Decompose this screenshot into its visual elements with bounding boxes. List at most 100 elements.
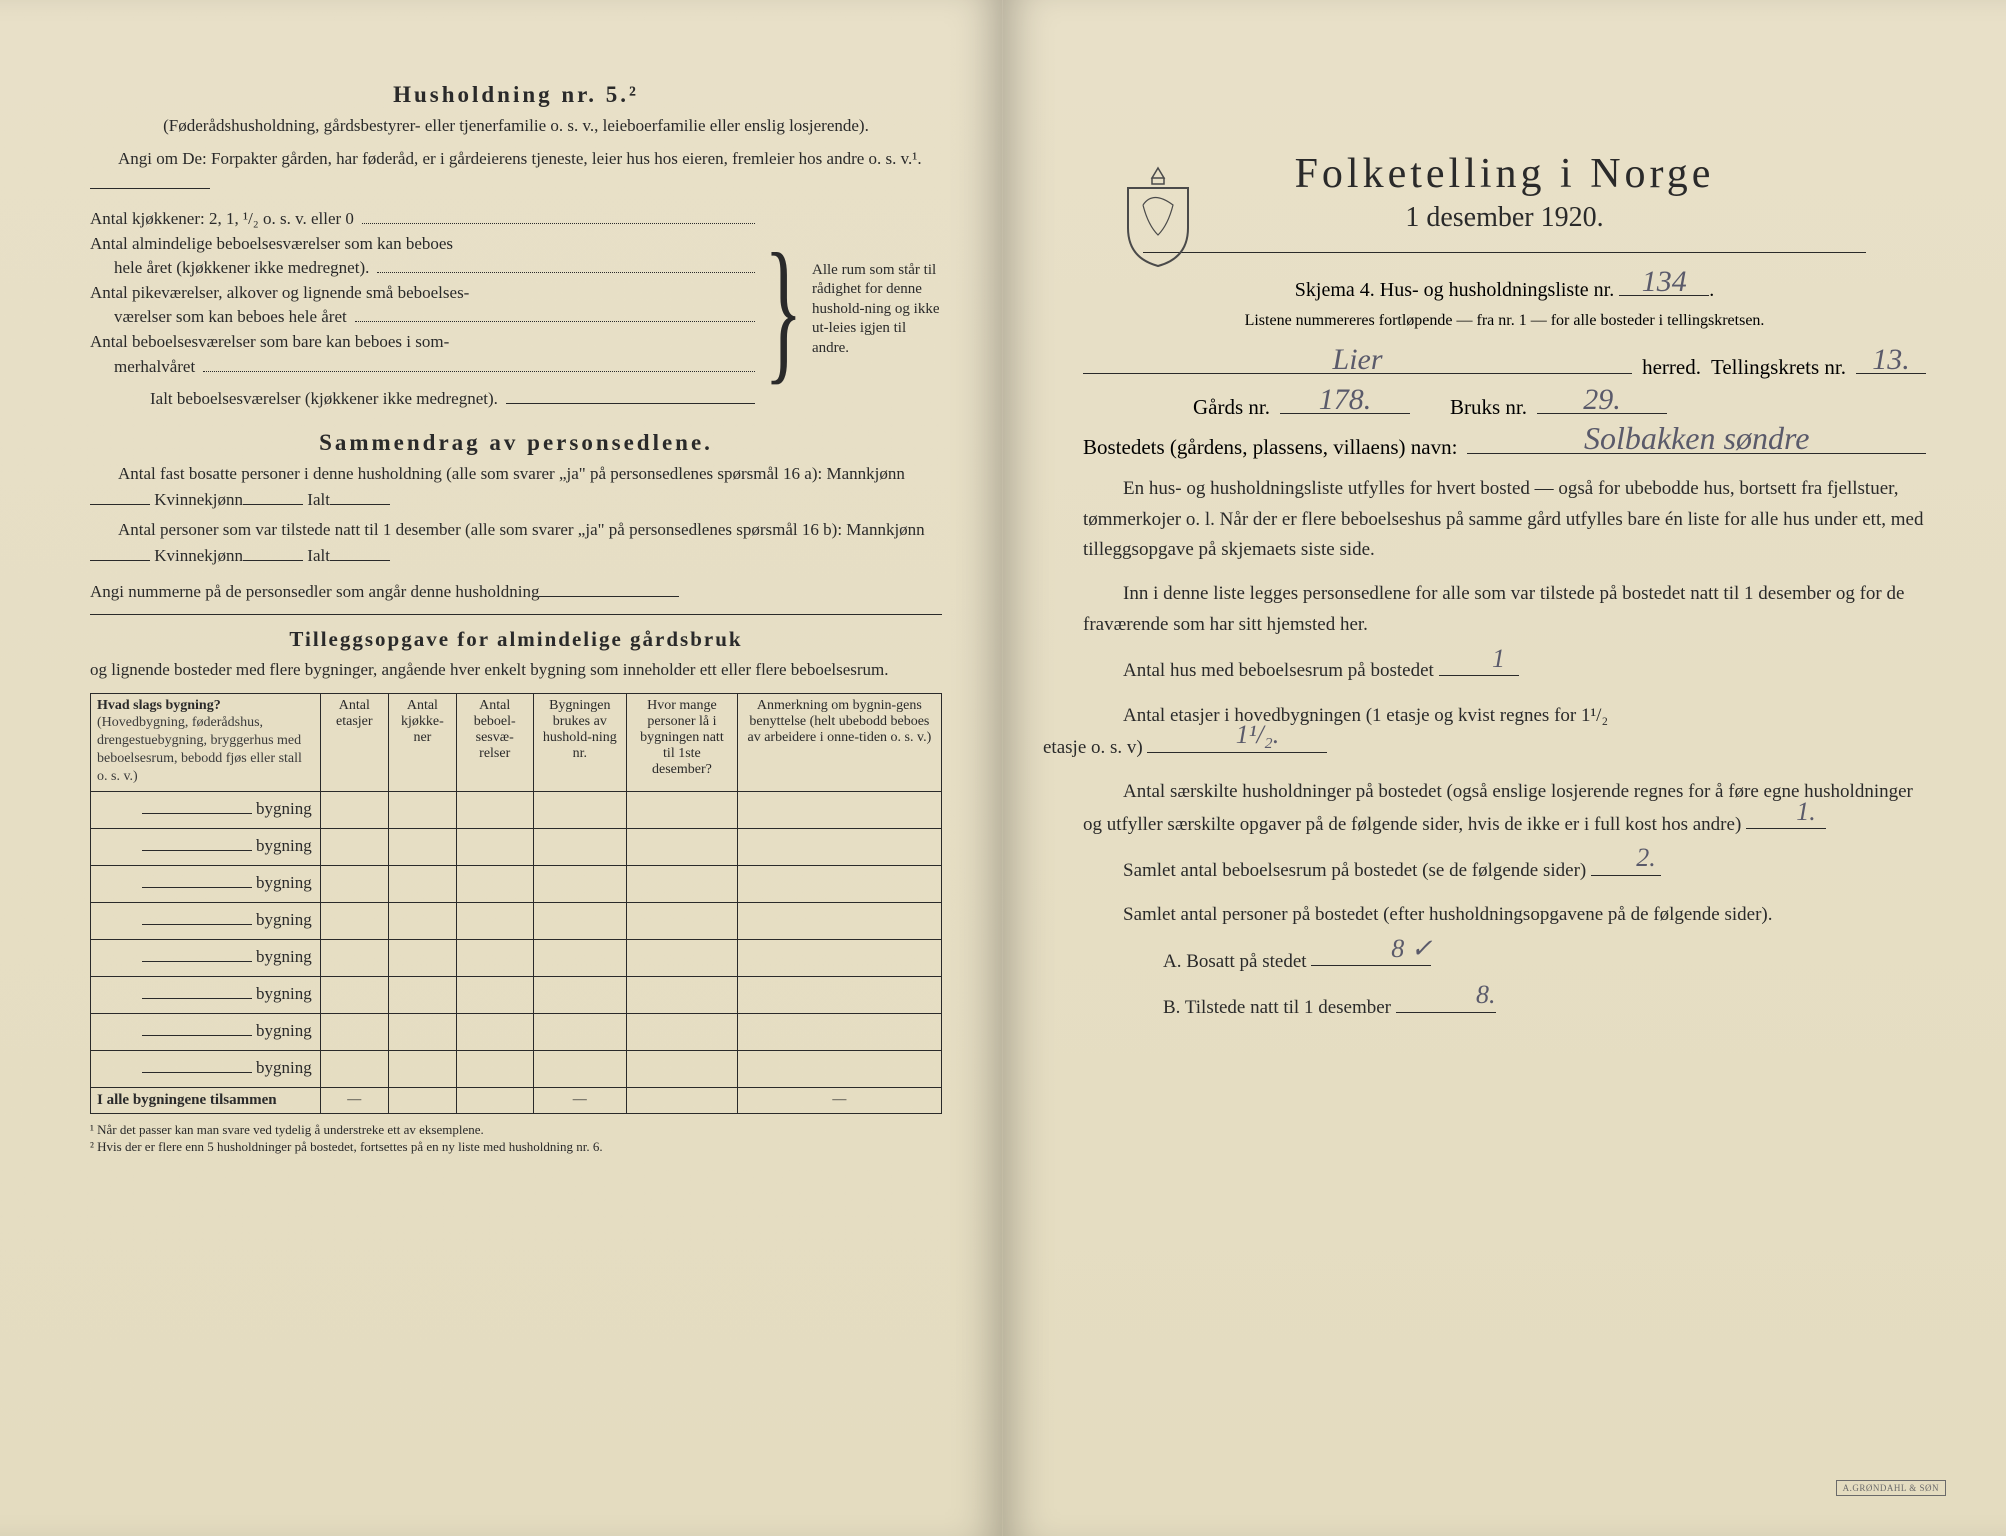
row6-label: bygning (256, 984, 312, 1003)
bosted-row: Bostedets (gårdens, plassens, villaens) … (1083, 430, 1926, 460)
building-table: Hvad slags bygning? (Hovedbygning, føder… (90, 693, 942, 1114)
sammendrag-title: Sammendrag av personsedlene. (90, 430, 942, 456)
qA-val: 8 ✓ (1311, 928, 1431, 970)
brace-text: Alle rum som står til rådighet for denne… (812, 261, 942, 359)
tillegg-sub: og lignende bosteder med flere bygninger… (90, 658, 942, 683)
s1-span: Antal fast bosatte personer i denne hush… (118, 464, 822, 483)
footnotes: ¹ Når det passer kan man svare ved tydel… (90, 1122, 942, 1156)
coat-of-arms-icon (1113, 160, 1203, 270)
s-kk2: Kvinnekjønn (154, 546, 243, 565)
q5-label: Samlet antal personer på bostedet (efter… (1083, 900, 1926, 930)
qB-val: 8. (1396, 974, 1496, 1016)
herred-lbl: herred. (1642, 355, 1701, 380)
bosted-val: Solbakken søndre (1467, 420, 1926, 457)
document-spread: Husholdning nr. 5.² (Føderådshusholdning… (0, 0, 2006, 1536)
th7: Anmerkning om bygnin-gens benyttelse (he… (737, 693, 941, 791)
rooms-l1: Antal kjøkkener: 2, 1, ¹/₂ o. s. v. elle… (90, 207, 354, 232)
krets-lbl: Tellingskrets nr. (1711, 355, 1846, 380)
th5: Bygningen brukes av hushold-ning nr. (533, 693, 627, 791)
rooms-l2a: Antal almindelige beboelsesværelser som … (90, 232, 755, 257)
rooms-l3b: værelser som kan beboes hele året (114, 305, 347, 330)
herred-val: Lier (1083, 343, 1632, 377)
th6: Hvor mange personer lå i bygningen natt … (627, 693, 738, 791)
bruk-lbl: Bruks nr. (1450, 395, 1527, 420)
gard-val: 178. (1280, 383, 1410, 417)
angi-span: Angi om De: Forpakter gården, har føderå… (118, 149, 922, 168)
s-mk: Mannkjønn (826, 464, 904, 483)
brace-icon: } (764, 241, 802, 377)
bruk-val: 29. (1537, 383, 1667, 417)
s1-text: Antal fast bosatte personer i denne hush… (90, 462, 942, 512)
th2: Antal etasjer (320, 693, 388, 791)
right-page: Folketelling i Norge 1 desember 1920. Sk… (1003, 0, 2006, 1536)
s-mk2: Mannkjønn (846, 520, 924, 539)
fn2: ² Hvis der er flere enn 5 husholdninger … (90, 1139, 942, 1156)
th1-b: Hvad slags bygning? (97, 698, 221, 713)
qB-label: B. Tilstede natt til 1 desember (1163, 997, 1391, 1018)
q4-row: Samlet antal beboelsesrum på bostedet (s… (1083, 854, 1926, 886)
para2: Inn i denne liste legges personsedlene f… (1083, 579, 1926, 640)
s2-span: Antal personer som var tilstede natt til… (118, 520, 842, 539)
rooms-l4b: merhalvåret (114, 355, 195, 380)
right-header: Folketelling i Norge 1 desember 1920. Sk… (1083, 150, 1926, 330)
census-title: Folketelling i Norge (1083, 150, 1926, 198)
left-page: Husholdning nr. 5.² (Føderådshusholdning… (0, 0, 1003, 1536)
q3-val: 1. (1746, 791, 1826, 833)
q1-val: 1 (1439, 638, 1519, 680)
tillegg-title: Tilleggsopgave for almindelige gårdsbruk (90, 627, 942, 652)
s-ialt: Ialt (307, 490, 330, 509)
listene-text: Listene nummereres fortløpende — fra nr.… (1083, 312, 1926, 330)
krets-val: 13. (1856, 343, 1926, 377)
q4-label: Samlet antal beboelsesrum på bostedet (s… (1123, 860, 1586, 881)
q4-val: 2. (1591, 837, 1661, 879)
angi-blank (90, 171, 210, 189)
th1-sub: (Hovedbygning, føderådshus, drengestueby… (97, 715, 302, 785)
row5-label: bygning (256, 947, 312, 966)
q1-row: Antal hus med beboelsesrum på bostedet 1 (1083, 654, 1926, 686)
qB-row: B. Tilstede natt til 1 desember 8. (1083, 991, 1926, 1023)
skjema-row: Skjema 4. Hus- og husholdningsliste nr. … (1083, 273, 1926, 302)
s3-span: Angi nummerne på de personsedler som ang… (90, 582, 539, 601)
row8-label: bygning (256, 1058, 312, 1077)
census-date: 1 desember 1920. (1083, 202, 1926, 234)
printer-stamp: A.GRØNDAHL & SØN (1836, 1480, 1946, 1496)
bosted-lbl: Bostedets (gårdens, plassens, villaens) … (1083, 435, 1457, 460)
household5-sub: (Føderådshusholdning, gårdsbestyrer- ell… (90, 114, 942, 139)
q1-label: Antal hus med beboelsesrum på bostedet (1123, 660, 1434, 681)
building-tbody: bygning bygning bygning bygning bygning … (91, 791, 942, 1113)
rooms-group: Antal kjøkkener: 2, 1, ¹/₂ o. s. v. elle… (90, 207, 942, 412)
skjema-label: Skjema 4. Hus- og husholdningsliste nr. (1295, 279, 1614, 301)
table-footer: I alle bygningene tilsammen (91, 1087, 321, 1113)
rooms-l3a: Antal pikeværelser, alkover og lignende … (90, 281, 755, 306)
s-kk: Kvinnekjønn (154, 490, 243, 509)
th1: Hvad slags bygning? (Hovedbygning, føder… (91, 693, 321, 791)
divider (90, 614, 942, 615)
skjema-nr: 134 (1619, 265, 1709, 299)
angi-text: Angi om De: Forpakter gården, har føderå… (90, 147, 942, 197)
household5-title: Husholdning nr. 5.² (90, 82, 942, 108)
row4-label: bygning (256, 910, 312, 929)
rooms-list: Antal kjøkkener: 2, 1, ¹/₂ o. s. v. elle… (90, 207, 755, 412)
rooms-l2b: hele året (kjøkkener ikke medregnet). (114, 256, 369, 281)
right-body: En hus- og husholdningsliste utfylles fo… (1083, 474, 1926, 1023)
herred-row: Lier herred. Tellingskrets nr. 13. (1083, 350, 1926, 380)
rooms-l4a: Antal beboelsesværelser som bare kan beb… (90, 330, 755, 355)
qA-label: A. Bosatt på stedet (1163, 950, 1307, 971)
qA-row: A. Bosatt på stedet 8 ✓ (1083, 945, 1926, 977)
q2b: etasje o. s. v) (1043, 737, 1143, 758)
gard-lbl: Gårds nr. (1193, 395, 1270, 420)
s2-text: Antal personer som var tilstede natt til… (90, 518, 942, 568)
rooms-l5: Ialt beboelsesværelser (kjøkkener ikke m… (150, 387, 498, 412)
row3-label: bygning (256, 873, 312, 892)
para1: En hus- og husholdningsliste utfylles fo… (1083, 474, 1926, 565)
title-rule (1143, 252, 1866, 253)
s-ialt2: Ialt (307, 546, 330, 565)
row1-label: bygning (256, 799, 312, 818)
q2-row: Antal etasjer i hovedbygningen (1 etasje… (1083, 701, 1926, 764)
gard-row: Gårds nr. 178. Bruks nr. 29. (1083, 390, 1926, 420)
s3-row: Angi nummerne på de personsedler som ang… (90, 579, 942, 605)
q3-row: Antal særskilte husholdninger på bostede… (1083, 777, 1926, 840)
fn1: ¹ Når det passer kan man svare ved tydel… (90, 1122, 942, 1139)
row2-label: bygning (256, 836, 312, 855)
th3: Antal kjøkke-ner (388, 693, 456, 791)
